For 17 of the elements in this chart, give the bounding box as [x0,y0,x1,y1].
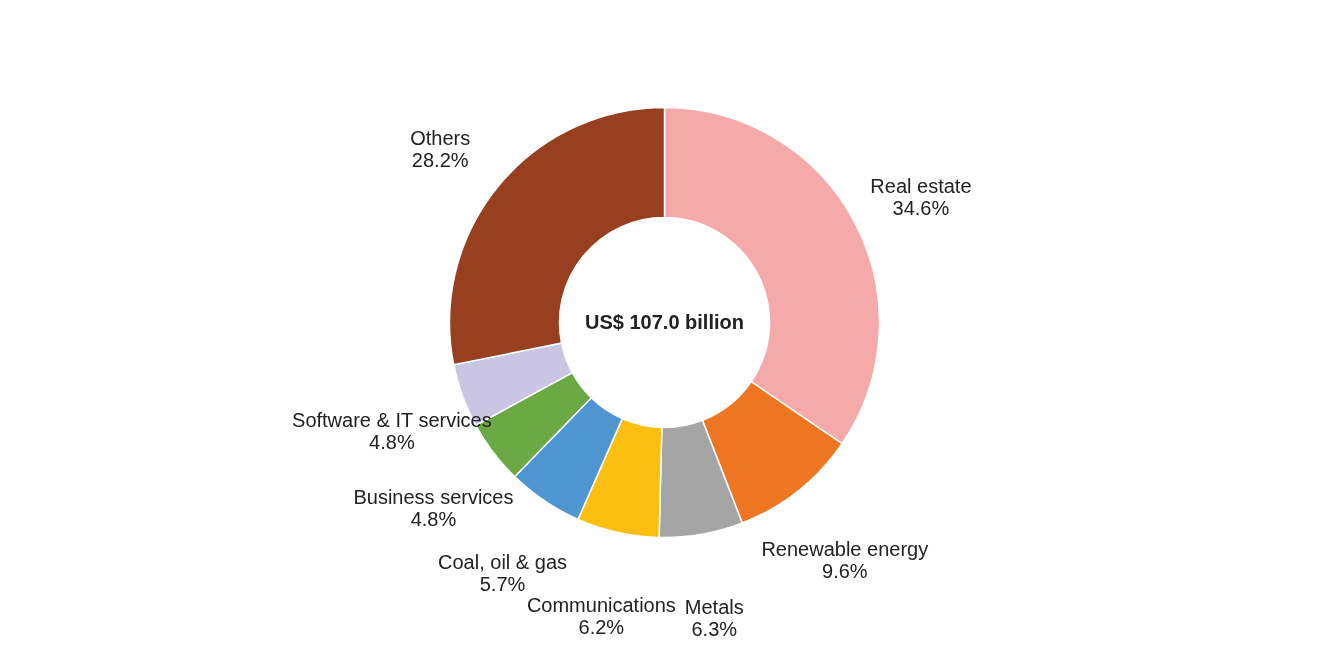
slice-label: Software & IT services [292,409,492,432]
data-label: 9.6% [822,559,868,582]
data-label: 5.7% [479,573,526,596]
slice-label: Real estate [870,175,972,198]
slice-label: Others [410,126,471,149]
data-label: 28.2% [411,148,469,171]
text: US$ 107.0 billion [585,310,744,333]
slice-label: Coal, oil & gas [438,551,568,574]
data-label: 4.8% [369,431,415,454]
slice-label: Renewable energy [761,537,929,560]
slice-label: Business services [353,485,514,508]
slice-label: Metals [684,596,744,619]
slice-label: Communications [526,593,676,616]
data-label: 6.2% [578,615,625,638]
data-label: 34.6% [892,197,950,220]
data-label: 6.3% [691,618,738,641]
data-label: 4.8% [410,507,457,530]
